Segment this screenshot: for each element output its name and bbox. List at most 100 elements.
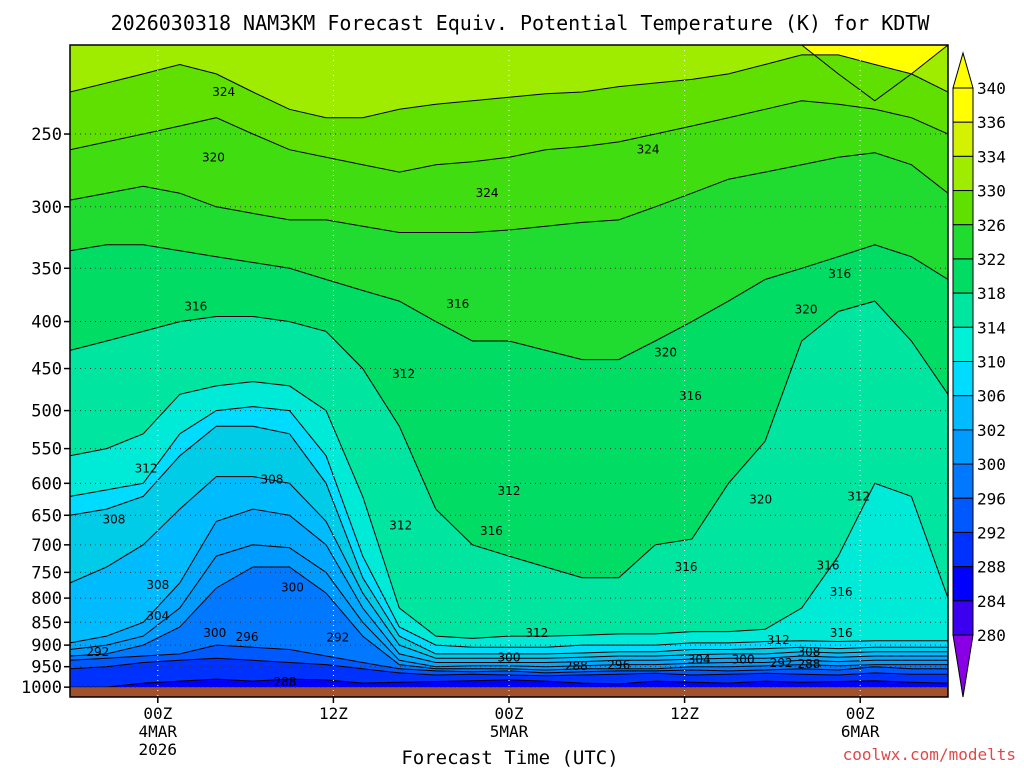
colorbar-label: 330	[977, 182, 1006, 201]
y-tick-label: 250	[31, 125, 62, 145]
contour-label: 316	[679, 389, 702, 403]
ground-surface	[70, 687, 948, 697]
contour-label: 288	[798, 657, 821, 671]
theta-contour-326	[70, 100, 948, 173]
colorbar-label: 322	[977, 250, 1006, 269]
x-tick-label: 00Z	[846, 704, 875, 723]
contour-label: 308	[102, 513, 125, 527]
y-tick-label: 950	[31, 658, 62, 678]
contour-label: 292	[770, 656, 793, 670]
colorbar-label: 340	[977, 79, 1006, 98]
colorbar-swatch	[952, 531, 974, 568]
theta-contour-308	[70, 425, 948, 655]
contour-label: 312	[135, 461, 158, 475]
colorbar-top-arrow	[952, 51, 974, 89]
colorbar-swatch	[952, 121, 974, 157]
x-axis-label: Forecast Time (UTC)	[401, 747, 618, 768]
contour-label: 324	[476, 186, 499, 200]
contour-label: 296	[236, 630, 259, 644]
theta-contour-288	[70, 678, 948, 688]
y-tick-label: 450	[31, 360, 62, 380]
x-tick-label: 00Z	[143, 704, 172, 723]
y-tick-label: 800	[31, 589, 62, 609]
contour-label: 300	[281, 581, 304, 595]
theta-contour-304	[70, 508, 948, 663]
colorbar-swatch	[952, 190, 974, 226]
contour-label: 288	[565, 659, 588, 673]
contour-label: 316	[828, 267, 851, 281]
contour-label: 316	[675, 560, 698, 574]
contour-label: 312	[498, 484, 521, 498]
x-tick-date: 6MAR	[841, 722, 880, 741]
contour-label: 312	[392, 367, 415, 381]
colorbar-label: 302	[977, 421, 1006, 440]
theta-contour-312	[70, 381, 948, 639]
colorbar-swatch	[952, 463, 974, 499]
colorbar-swatch	[952, 395, 974, 431]
contour-label: 300	[203, 626, 226, 640]
contour-label: 316	[480, 524, 503, 538]
colorbar-label: 314	[977, 318, 1006, 337]
y-tick-label: 700	[31, 536, 62, 556]
colorbar-bottom-arrow	[952, 634, 974, 698]
contour-label: 320	[654, 345, 677, 359]
contour-label: 300	[732, 652, 755, 666]
contour-label: 316	[184, 299, 207, 313]
theta-contour-330	[70, 54, 948, 119]
colorbar-swatch	[952, 361, 974, 397]
contour-label: 320	[202, 150, 225, 164]
plot-area: 324 320 324 324 316 316 316 320 320 316 312 312 308 3…	[70, 45, 948, 697]
colorbar-swatch	[952, 566, 974, 602]
colorbar-label: 336	[977, 113, 1006, 132]
y-tick-label: 600	[31, 474, 62, 494]
colorbar-label: 288	[977, 558, 1006, 577]
y-tick-label: 900	[31, 636, 62, 656]
x-tick-label: 12Z	[319, 704, 348, 723]
x-tick-year: 2026	[139, 740, 178, 759]
contour-label: 316	[830, 585, 853, 599]
colorbar-label: 306	[977, 387, 1006, 406]
colorbar-swatch	[952, 87, 974, 123]
colorbar-label: 292	[977, 523, 1006, 542]
x-tick-label: 12Z	[670, 704, 699, 723]
colorbar-swatch	[952, 600, 974, 636]
colorbar-swatch	[952, 292, 974, 328]
x-tick-label: 00Z	[495, 704, 524, 723]
theta-contour-310	[70, 406, 948, 648]
contour-label: 324	[212, 85, 235, 99]
y-tick-label: 300	[31, 198, 62, 218]
colorbar-label: 310	[977, 353, 1006, 372]
colorbar-swatch	[952, 258, 974, 294]
colorbar-label: 296	[977, 489, 1006, 508]
contour-label: 292	[326, 631, 349, 645]
contour-label: 288	[274, 675, 297, 689]
contour-label: 312	[525, 626, 548, 640]
contour-label: 308	[146, 578, 169, 592]
colorbar-swatch	[952, 497, 974, 533]
credit-label: coolwx.com/modelts	[843, 745, 1016, 764]
contour-label: 312	[767, 633, 790, 647]
theta-contour-300	[70, 566, 948, 671]
colorbar-label: 326	[977, 216, 1006, 235]
contour-label: 308	[260, 472, 283, 486]
contour-label: 304	[688, 652, 711, 666]
y-tick-label: 400	[31, 313, 62, 333]
theta-contour-316	[70, 300, 948, 579]
chart-title: 2026030318 NAM3KM Forecast Equiv. Potent…	[111, 11, 931, 35]
contour-label: 312	[847, 489, 870, 503]
colorbar-swatch	[952, 155, 974, 192]
colorbar-label: 318	[977, 284, 1006, 303]
contour-label: 308	[798, 645, 821, 659]
contour-label: 300	[498, 650, 521, 664]
y-tick-label: 500	[31, 402, 62, 422]
y-tick-label: 1000	[21, 678, 62, 698]
x-tick-date: 5MAR	[490, 722, 529, 741]
colorbar-label: 280	[977, 626, 1006, 645]
contour-label: 320	[749, 493, 772, 507]
colorbar-swatch	[952, 224, 974, 260]
y-tick-label: 650	[31, 506, 62, 526]
colorbar-swatch	[952, 326, 974, 362]
y-tick-label: 750	[31, 563, 62, 583]
